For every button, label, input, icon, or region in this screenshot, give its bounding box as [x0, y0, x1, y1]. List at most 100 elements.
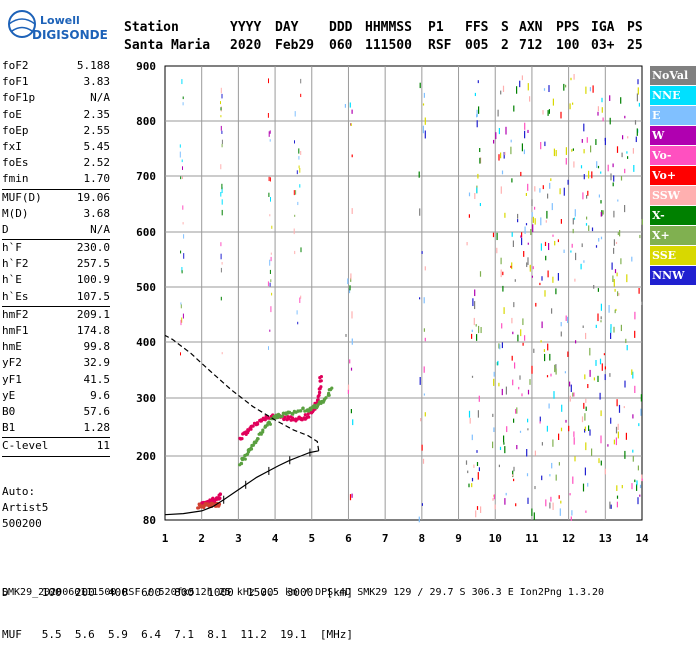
noise-mark [297, 201, 299, 206]
y-tick-label: 700 [136, 170, 156, 183]
noise-mark [502, 271, 504, 276]
trace-point [218, 496, 222, 500]
noise-mark [573, 74, 575, 80]
trace-point [316, 398, 320, 402]
noise-mark [180, 304, 182, 309]
hdr-label-axn: AXN [519, 20, 543, 35]
y-tick-label: 600 [136, 226, 156, 239]
noise-mark [521, 232, 523, 238]
noise-mark [501, 323, 503, 329]
noise-mark [602, 210, 604, 215]
noise-mark [580, 263, 582, 270]
hdr-label-pps: PPS [556, 20, 580, 35]
hdr-value-ps: 25 [627, 38, 643, 53]
noise-mark [516, 407, 518, 414]
noise-mark [565, 84, 567, 88]
y-tick-label: 400 [136, 336, 156, 349]
noise-mark [181, 270, 183, 274]
noise-mark [474, 92, 476, 97]
noise-mark [604, 138, 606, 142]
param-value: 2.35 [83, 107, 111, 121]
noise-mark [617, 423, 619, 430]
noise-mark [552, 234, 554, 237]
param-value: N/A [90, 222, 110, 236]
noise-mark [271, 225, 273, 229]
noise-mark [586, 195, 588, 199]
noise-mark [424, 130, 426, 139]
noise-mark [516, 445, 518, 450]
noise-mark [552, 502, 554, 510]
noise-mark [601, 97, 603, 103]
noise-mark [550, 373, 552, 377]
param-row-he: h`E 100.9 [2, 272, 110, 288]
noise-mark [614, 269, 617, 274]
param-row-clevel: C-level 11 [2, 438, 110, 454]
noise-mark [268, 176, 270, 182]
param-value: 41.5 [83, 372, 111, 386]
noise-mark [479, 203, 481, 207]
noise-mark [502, 285, 504, 292]
noise-mark [607, 444, 609, 447]
noise-mark [613, 279, 615, 287]
noise-mark [547, 343, 549, 351]
noise-mark [269, 214, 271, 217]
noise-mark [505, 492, 507, 496]
noise-mark [573, 431, 575, 437]
noise-mark [620, 324, 622, 332]
divider [2, 305, 110, 307]
trace-point [211, 496, 215, 500]
noise-mark [549, 353, 551, 361]
noise-mark [611, 262, 613, 270]
muf-distance-row: D 100 200 400 600 800 1000 1500 3000 [km… [2, 586, 353, 599]
noise-mark [597, 165, 600, 169]
noise-mark [567, 179, 569, 185]
noise-mark [466, 242, 468, 246]
noise-mark [620, 258, 622, 265]
noise-mark [513, 478, 515, 482]
noise-mark [572, 218, 574, 225]
noise-mark [479, 271, 482, 277]
noise-mark [527, 389, 530, 395]
noise-mark [269, 177, 271, 182]
noise-mark [598, 458, 600, 464]
noise-mark [423, 297, 425, 304]
trace-point [283, 415, 287, 419]
noise-mark [475, 510, 477, 518]
trace-point [267, 421, 272, 425]
noise-mark [521, 393, 523, 397]
legend-item-x: X- [650, 206, 696, 225]
noise-mark [421, 251, 423, 254]
noise-mark [271, 292, 273, 296]
noise-mark [586, 216, 588, 220]
noise-mark [541, 321, 543, 329]
param-value: 57.6 [83, 404, 111, 418]
file-info-footer: SMK29_2020060111500.RSF / 520fx512h 25 k… [2, 587, 605, 598]
globe-icon [8, 10, 36, 38]
noise-mark [540, 217, 542, 226]
noise-mark [493, 371, 495, 377]
noise-mark [476, 334, 478, 341]
noise-mark [546, 375, 549, 378]
noise-mark [636, 480, 638, 486]
noise-mark [585, 398, 587, 403]
trace-point [249, 446, 253, 450]
param-name: MUF(D) [2, 190, 42, 204]
hdr-label-ps: PS [627, 20, 643, 35]
param-name: yF1 [2, 372, 22, 386]
auto-code: 500200 [2, 517, 42, 530]
param-group-virtual-heights: h`F 230.0 h`F2 257.5 h`E 100.9 h`Es 107.5 [2, 240, 110, 305]
noise-mark [471, 477, 474, 482]
noise-mark [511, 262, 513, 270]
param-row-fof1: foF1 3.83 [2, 74, 110, 90]
noise-mark [582, 483, 585, 492]
x-tick-label: 3 [235, 532, 242, 545]
noise-mark [524, 122, 526, 130]
hdr-label-p1: P1 [428, 20, 444, 35]
noise-mark [523, 251, 525, 257]
param-row-hmf2: hmF2 209.1 [2, 307, 110, 323]
noise-mark [602, 117, 604, 122]
noise-mark [640, 408, 642, 416]
noise-mark [476, 109, 478, 117]
noise-mark [586, 137, 588, 143]
noise-mark [600, 211, 602, 217]
